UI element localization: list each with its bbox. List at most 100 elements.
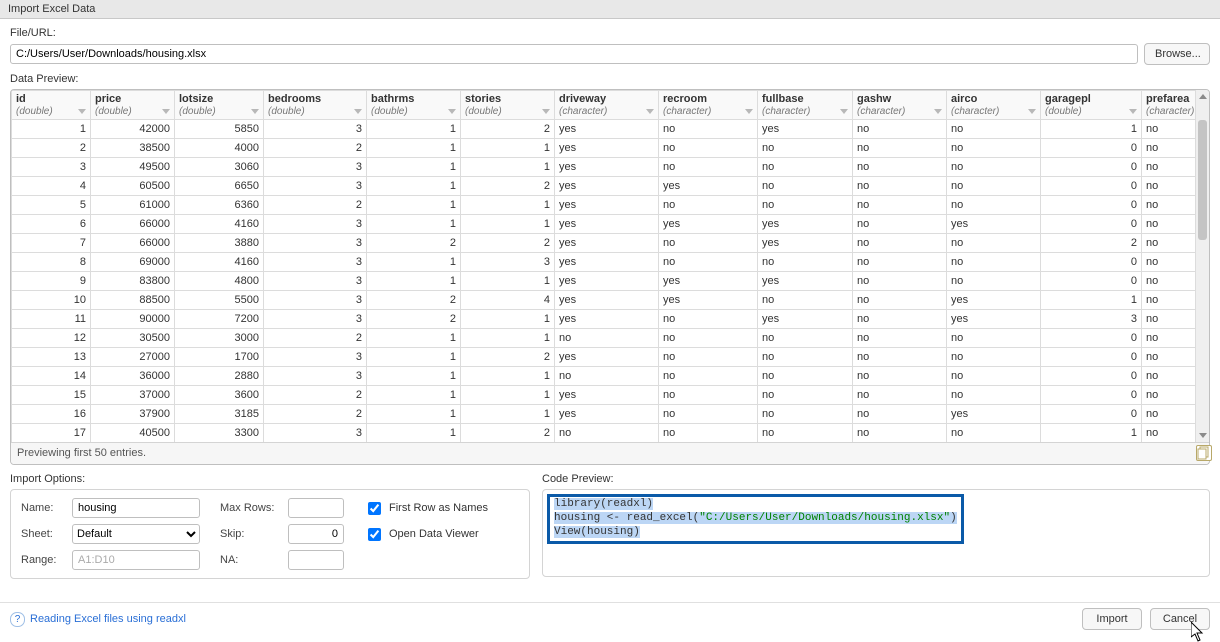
table-cell: no <box>1142 348 1197 367</box>
bottom-bar: ? Reading Excel files using readxl Impor… <box>0 602 1220 635</box>
chevron-down-icon[interactable] <box>78 109 86 114</box>
table-cell: 38500 <box>91 139 175 158</box>
first-row-label[interactable]: First Row as Names <box>389 502 488 514</box>
chevron-down-icon[interactable] <box>646 109 654 114</box>
column-header[interactable]: id(double) <box>12 91 91 120</box>
name-input[interactable] <box>72 498 200 518</box>
code-preview-box[interactable]: library(readxl) housing <- read_excel("C… <box>542 489 1210 577</box>
table-row[interactable]: 14360002880311nonononono0no <box>12 367 1197 386</box>
preview-table: id(double)price(double)lotsize(double)be… <box>11 90 1196 442</box>
table-row[interactable]: 12305003000211nonononono0no <box>12 329 1197 348</box>
table-cell: yes <box>758 234 853 253</box>
table-row[interactable]: 4605006650312yesyesnonono0no <box>12 177 1197 196</box>
table-cell: no <box>659 310 758 329</box>
maxrows-input[interactable] <box>288 498 344 518</box>
scroll-thumb[interactable] <box>1198 120 1207 240</box>
scroll-down-icon[interactable] <box>1199 433 1207 438</box>
open-viewer-checkbox[interactable] <box>368 528 381 541</box>
table-cell: 60500 <box>91 177 175 196</box>
browse-button[interactable]: Browse... <box>1144 43 1210 65</box>
first-row-checkbox[interactable] <box>368 502 381 515</box>
chevron-down-icon[interactable] <box>840 109 848 114</box>
table-row[interactable]: 8690004160313yesnononono0no <box>12 253 1197 272</box>
column-header[interactable]: garagepl(double) <box>1041 91 1142 120</box>
table-cell: 3185 <box>175 405 264 424</box>
column-header[interactable]: prefarea(character) <box>1142 91 1197 120</box>
help-link[interactable]: ? Reading Excel files using readxl <box>10 612 186 627</box>
table-cell: no <box>853 405 947 424</box>
table-cell: no <box>659 120 758 139</box>
table-cell: 17 <box>12 424 91 443</box>
table-row[interactable]: 13270001700312yesnononono0no <box>12 348 1197 367</box>
table-cell: no <box>947 120 1041 139</box>
table-row[interactable]: 15370003600211yesnononono0no <box>12 386 1197 405</box>
table-cell: no <box>947 177 1041 196</box>
table-cell: no <box>758 367 853 386</box>
table-row[interactable]: 10885005500324yesyesnonoyes1no <box>12 291 1197 310</box>
chevron-down-icon[interactable] <box>354 109 362 114</box>
na-input[interactable] <box>288 550 344 570</box>
column-header[interactable]: gashw(character) <box>853 91 947 120</box>
table-row[interactable]: 6660004160311yesyesyesnoyes0no <box>12 215 1197 234</box>
column-header[interactable]: lotsize(double) <box>175 91 264 120</box>
column-header[interactable]: stories(double) <box>461 91 555 120</box>
table-row[interactable]: 1420005850312yesnoyesnono1no <box>12 120 1197 139</box>
skip-input[interactable] <box>288 524 344 544</box>
code-highlight: library(readxl) housing <- read_excel("C… <box>547 494 964 544</box>
table-cell: no <box>1142 405 1197 424</box>
chevron-down-icon[interactable] <box>1028 109 1036 114</box>
column-header[interactable]: bathrms(double) <box>367 91 461 120</box>
table-row[interactable]: 9838004800311yesyesyesnono0no <box>12 272 1197 291</box>
vertical-scrollbar[interactable] <box>1195 90 1209 442</box>
sheet-label: Sheet: <box>21 528 66 540</box>
table-cell: 3 <box>264 158 367 177</box>
table-row[interactable]: 16379003185211yesnononoyes0no <box>12 405 1197 424</box>
table-cell: 3 <box>264 367 367 386</box>
table-cell: no <box>758 386 853 405</box>
table-cell: no <box>853 139 947 158</box>
chevron-down-icon[interactable] <box>448 109 456 114</box>
column-header[interactable]: driveway(character) <box>555 91 659 120</box>
table-cell: 1 <box>367 386 461 405</box>
table-row[interactable]: 3495003060311yesnononono0no <box>12 158 1197 177</box>
code-preview-label: Code Preview: <box>542 473 1210 485</box>
table-cell: 4 <box>461 291 555 310</box>
table-cell: no <box>1142 272 1197 291</box>
chevron-down-icon[interactable] <box>745 109 753 114</box>
column-header[interactable]: price(double) <box>91 91 175 120</box>
chevron-down-icon[interactable] <box>162 109 170 114</box>
table-cell: yes <box>758 120 853 139</box>
table-row[interactable]: 11900007200321yesnoyesnoyes3no <box>12 310 1197 329</box>
table-row[interactable]: 5610006360211yesnononono0no <box>12 196 1197 215</box>
chevron-down-icon[interactable] <box>251 109 259 114</box>
chevron-down-icon[interactable] <box>934 109 942 114</box>
table-cell: no <box>947 386 1041 405</box>
table-cell: no <box>659 386 758 405</box>
table-cell: 2 <box>264 329 367 348</box>
column-header[interactable]: fullbase(character) <box>758 91 853 120</box>
column-type: (double) <box>1045 106 1082 117</box>
column-header[interactable]: airco(character) <box>947 91 1041 120</box>
table-cell: 3 <box>264 272 367 291</box>
table-cell: no <box>853 253 947 272</box>
sheet-select[interactable]: Default <box>72 524 200 544</box>
data-preview-label: Data Preview: <box>10 73 1220 85</box>
table-row[interactable]: 2385004000211yesnononono0no <box>12 139 1197 158</box>
table-row[interactable]: 7660003880322yesnoyesnono2no <box>12 234 1197 253</box>
range-input[interactable] <box>72 550 200 570</box>
table-cell: 3 <box>264 234 367 253</box>
column-header[interactable]: recroom(character) <box>659 91 758 120</box>
import-button[interactable]: Import <box>1082 608 1142 630</box>
scroll-up-icon[interactable] <box>1199 94 1207 99</box>
table-cell: 2 <box>367 291 461 310</box>
table-cell: 3 <box>12 158 91 177</box>
column-header[interactable]: bedrooms(double) <box>264 91 367 120</box>
table-row[interactable]: 17405003300312nonononono1no <box>12 424 1197 443</box>
copy-icon[interactable] <box>1196 445 1212 461</box>
chevron-down-icon[interactable] <box>1129 109 1137 114</box>
chevron-down-icon[interactable] <box>542 109 550 114</box>
file-url-input[interactable] <box>10 44 1138 64</box>
table-cell: 3 <box>264 120 367 139</box>
table-cell: no <box>1142 234 1197 253</box>
open-viewer-label[interactable]: Open Data Viewer <box>389 528 479 540</box>
